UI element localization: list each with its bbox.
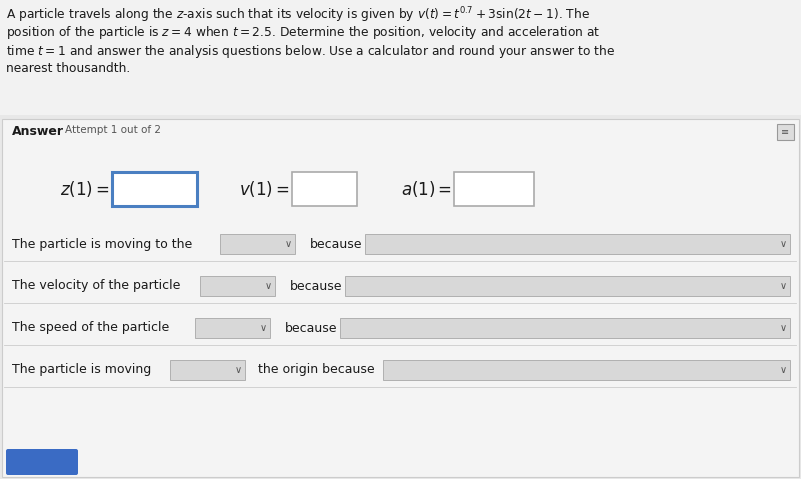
- FancyBboxPatch shape: [195, 318, 270, 338]
- Text: Attempt 1 out of 2: Attempt 1 out of 2: [65, 125, 161, 135]
- FancyBboxPatch shape: [6, 449, 78, 475]
- Text: ∨: ∨: [779, 323, 787, 333]
- FancyBboxPatch shape: [454, 172, 534, 206]
- FancyBboxPatch shape: [345, 276, 790, 296]
- Text: because: because: [285, 321, 337, 334]
- Text: the origin because: the origin because: [258, 364, 375, 376]
- FancyBboxPatch shape: [340, 318, 790, 338]
- Text: $a(1) =$: $a(1) =$: [400, 179, 452, 199]
- Text: The speed of the particle: The speed of the particle: [12, 321, 169, 334]
- Text: ≡: ≡: [782, 127, 790, 137]
- FancyBboxPatch shape: [292, 172, 357, 206]
- Text: The particle is moving to the: The particle is moving to the: [12, 238, 192, 251]
- Text: ∨: ∨: [235, 365, 242, 375]
- Text: because: because: [310, 238, 363, 251]
- FancyBboxPatch shape: [200, 276, 275, 296]
- Text: A particle travels along the $z$-axis such that its velocity is given by $v(t) =: A particle travels along the $z$-axis su…: [6, 5, 590, 24]
- Text: $z(1) =$: $z(1) =$: [60, 179, 110, 199]
- FancyBboxPatch shape: [383, 360, 790, 380]
- Text: ∨: ∨: [260, 323, 267, 333]
- FancyBboxPatch shape: [112, 172, 197, 206]
- Text: The particle is moving: The particle is moving: [12, 364, 151, 376]
- FancyBboxPatch shape: [777, 124, 794, 140]
- FancyBboxPatch shape: [170, 360, 245, 380]
- Text: position of the particle is $z = 4$ when $t = 2.5$. Determine the position, velo: position of the particle is $z = 4$ when…: [6, 24, 601, 41]
- Text: nearest thousandth.: nearest thousandth.: [6, 62, 131, 75]
- FancyBboxPatch shape: [220, 234, 295, 254]
- Text: ∨: ∨: [779, 239, 787, 249]
- Text: because: because: [290, 280, 343, 293]
- Text: ∨: ∨: [284, 239, 292, 249]
- FancyBboxPatch shape: [0, 0, 801, 115]
- Text: ∨: ∨: [779, 281, 787, 291]
- FancyBboxPatch shape: [2, 119, 799, 477]
- Text: The velocity of the particle: The velocity of the particle: [12, 280, 180, 293]
- Text: ∨: ∨: [264, 281, 272, 291]
- Text: ∨: ∨: [779, 365, 787, 375]
- FancyBboxPatch shape: [365, 234, 790, 254]
- Text: $v(1) =$: $v(1) =$: [239, 179, 290, 199]
- Text: time $t = 1$ and answer the analysis questions below. Use a calculator and round: time $t = 1$ and answer the analysis que…: [6, 43, 615, 60]
- Text: Answer: Answer: [12, 125, 64, 138]
